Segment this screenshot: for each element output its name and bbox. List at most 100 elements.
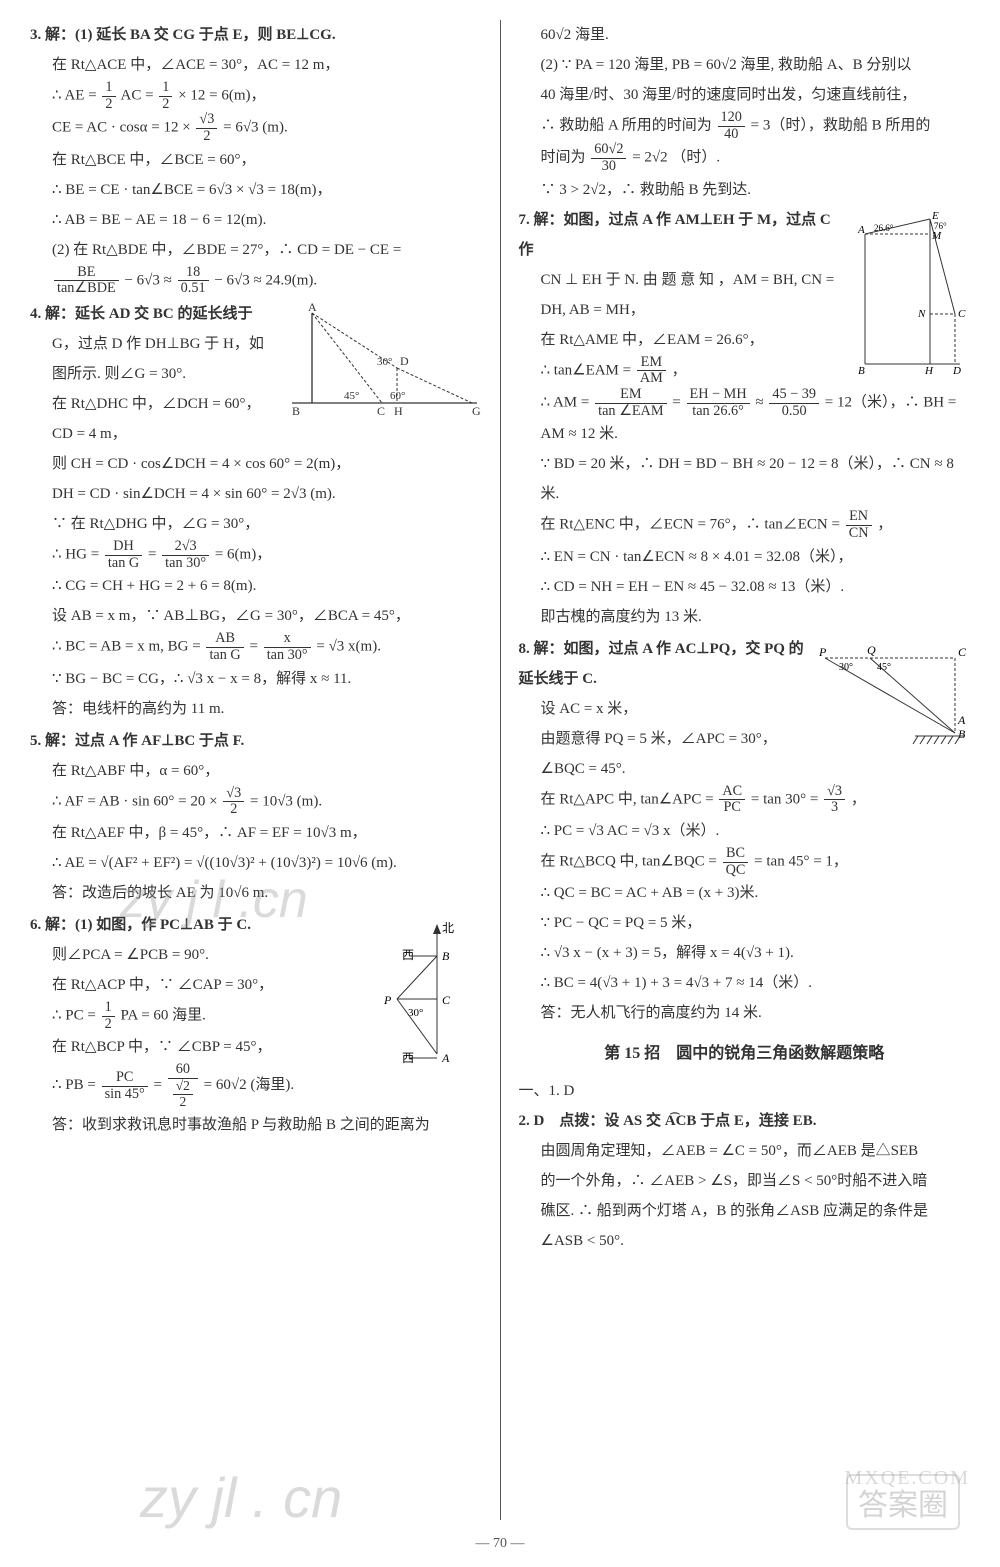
txt: = 3（时），救助船 B 所用的 bbox=[751, 118, 931, 134]
de: 40 bbox=[718, 127, 745, 143]
svg-text:P: P bbox=[818, 645, 827, 659]
fraction: √32 bbox=[196, 112, 217, 144]
line: ∴ BE = CE · tan∠BCE = 6√3 × √3 = 18(m)， bbox=[30, 175, 482, 205]
fraction: 12 bbox=[102, 80, 115, 112]
txt: = bbox=[672, 395, 684, 411]
de: 3 bbox=[824, 800, 845, 816]
line: ∴ AF = AB · sin 60° = 20 × √32 = 10√3 (m… bbox=[30, 786, 482, 818]
txt: 时间为 bbox=[541, 150, 586, 166]
de: tan 30° bbox=[264, 648, 311, 664]
problem-5: 5. 解：过点 A 作 AF⊥BC 于点 F. 在 Rt△ABF 中，α = 6… bbox=[30, 726, 482, 908]
txt: = bbox=[148, 547, 160, 563]
line: ∴ BC = AB = x m, BG = ABtan G = xtan 30°… bbox=[30, 631, 482, 663]
txt: = 12（米），∴ BH = bbox=[825, 395, 957, 411]
line: 在 Rt△APC 中, tan∠APC = ACPC = tan 30° = √… bbox=[519, 784, 971, 816]
svg-text:45°: 45° bbox=[344, 390, 359, 402]
svg-text:B: B bbox=[858, 365, 865, 377]
line: 即古槐的高度约为 13 米. bbox=[519, 602, 971, 632]
txt: = 6(m)， bbox=[215, 547, 271, 563]
de: 0.50 bbox=[769, 404, 819, 420]
nu: √2 bbox=[173, 1079, 193, 1095]
line: ∵ 3 > 2√2，∴ 救助船 B 先到达. bbox=[519, 175, 971, 205]
svg-text:26.6°: 26.6° bbox=[874, 223, 894, 233]
svg-text:G: G bbox=[472, 404, 481, 418]
nu: √3 bbox=[196, 112, 217, 129]
fraction: xtan 30° bbox=[264, 631, 311, 663]
line: 40 海里/时、30 海里/时的速度同时出发，匀速直线前往， bbox=[519, 80, 971, 110]
de: PC bbox=[719, 800, 745, 816]
line: ∴ QC = BC = AC + AB = (x + 3)米. bbox=[519, 878, 971, 908]
nu: EM bbox=[637, 355, 666, 372]
fraction: 60 √22 bbox=[168, 1062, 198, 1109]
svg-text:D: D bbox=[400, 354, 409, 368]
line: CD = 4 m， bbox=[30, 419, 482, 449]
txt: ∴ BC = AB = x m, BG = bbox=[52, 639, 204, 655]
line: 在 Rt△ENC 中，∠ECN = 76°，∴ tan∠ECN = ENCN ， bbox=[519, 509, 971, 541]
de: 0.51 bbox=[178, 281, 209, 297]
line: 设 AB = x m，∵ AB⊥BG，∠G = 30°，∠BCA = 45°， bbox=[30, 601, 482, 631]
nu: DH bbox=[105, 539, 142, 556]
line: ∵ PC − QC = PQ = 5 米， bbox=[519, 908, 971, 938]
fraction: 12040 bbox=[718, 110, 745, 142]
svg-text:Q: Q bbox=[867, 643, 876, 657]
txt: = 2√2 （时）. bbox=[632, 150, 720, 166]
txt: ， bbox=[672, 362, 687, 378]
de: QC bbox=[723, 863, 749, 879]
nu: 1 bbox=[102, 1000, 115, 1017]
figure-7: A E M 26.6° 76° N C B H D bbox=[850, 209, 970, 379]
line: BEtan∠BDE − 6√3 ≈ 180.51 − 6√3 ≈ 24.9(m)… bbox=[30, 265, 482, 297]
fraction: √32 bbox=[223, 786, 244, 818]
nu: 45 − 39 bbox=[769, 387, 819, 404]
figure-6: 北 西 B P C 30° 西 A bbox=[362, 914, 482, 1079]
section-15-title: 第 15 招 圆中的锐角三角函数解题策略 bbox=[519, 1038, 971, 1070]
nu: PC bbox=[102, 1070, 148, 1087]
answer: 答：无人机飞行的高度约为 14 米. bbox=[519, 998, 971, 1028]
line: 由圆周角定理知，∠AEB = ∠C = 50°，而∠AEB 是△SEB bbox=[519, 1136, 971, 1166]
line: ∵ 在 Rt△DHG 中，∠G = 30°， bbox=[30, 509, 482, 539]
svg-text:30°: 30° bbox=[839, 662, 853, 673]
txt: ， bbox=[877, 517, 892, 533]
nu: EM bbox=[595, 387, 666, 404]
txt: 在 Rt△ENC 中，∠ECN = 76°，∴ tan∠ECN = bbox=[541, 517, 844, 533]
svg-text:30°: 30° bbox=[377, 356, 392, 368]
txt: ∴ PB = bbox=[52, 1078, 100, 1094]
answer: 答：收到求救讯息时事故渔船 P 与救助船 B 之间的距离为 bbox=[30, 1110, 482, 1140]
left-column: 3. 解：(1) 延长 BA 交 CG 于点 E，则 BE⊥CG. 在 Rt△A… bbox=[30, 20, 500, 1520]
line: ∠ASB < 50°. bbox=[519, 1226, 971, 1256]
svg-text:北: 北 bbox=[442, 921, 454, 935]
nu: 1 bbox=[159, 80, 172, 97]
fraction: 180.51 bbox=[178, 265, 209, 297]
fraction: 12 bbox=[159, 80, 172, 112]
de: 30 bbox=[591, 159, 626, 175]
txt: ∴ PC = bbox=[52, 1008, 100, 1024]
num: 5. 解：过点 A 作 AF⊥BC 于点 F. bbox=[30, 733, 244, 749]
line: 60√2 海里. bbox=[519, 20, 971, 50]
svg-text:30°: 30° bbox=[408, 1007, 423, 1019]
nu: EH − MH bbox=[687, 387, 750, 404]
num: 2. D 点拨：设 AS 交 A͡CB 于点 E，连接 EB. bbox=[519, 1113, 817, 1129]
line: ∴ AM = EMtan ∠EAM = EH − MHtan 26.6° ≈ 4… bbox=[519, 387, 971, 419]
de: 2 bbox=[102, 97, 115, 113]
q1: 一、1. D bbox=[519, 1076, 971, 1106]
line: 2. D 点拨：设 AS 交 A͡CB 于点 E，连接 EB. bbox=[519, 1106, 971, 1136]
de: 2 bbox=[102, 1017, 115, 1033]
de: 2 bbox=[196, 129, 217, 145]
de: 2 bbox=[223, 802, 244, 818]
txt: 在 Rt△APC 中, tan∠APC = bbox=[541, 791, 718, 807]
fraction: 12 bbox=[102, 1000, 115, 1032]
fraction: EH − MHtan 26.6° bbox=[687, 387, 750, 419]
line: ∵ BD = 20 米，∴ DH = BD − BH ≈ 20 − 12 = 8… bbox=[519, 449, 971, 509]
line: ∴ AE = 12 AC = 12 × 12 = 6(m)， bbox=[30, 80, 482, 112]
line: 的一个外角，∴ ∠AEB > ∠S，即当∠S < 50°时船不进入暗 bbox=[519, 1166, 971, 1196]
de: sin 45° bbox=[102, 1087, 148, 1103]
line: 在 Rt△BCE 中，∠BCE = 60°， bbox=[30, 145, 482, 175]
nu: BC bbox=[723, 846, 749, 863]
figure-4: A B C H G D 30° 45° 60° bbox=[282, 303, 482, 423]
line: (2) ∵ PA = 120 海里, PB = 60√2 海里, 救助船 A、B… bbox=[519, 50, 971, 80]
line: 则 CH = CD · cos∠DCH = 4 × cos 60° = 2(m)… bbox=[30, 449, 482, 479]
page: 3. 解：(1) 延长 BA 交 CG 于点 E，则 BE⊥CG. 在 Rt△A… bbox=[0, 0, 1000, 1560]
line: ∴ AB = BE − AE = 18 − 6 = 12(m). bbox=[30, 205, 482, 235]
svg-text:76°: 76° bbox=[934, 221, 947, 231]
fraction: ENCN bbox=[846, 509, 872, 541]
de: AM bbox=[637, 371, 666, 387]
